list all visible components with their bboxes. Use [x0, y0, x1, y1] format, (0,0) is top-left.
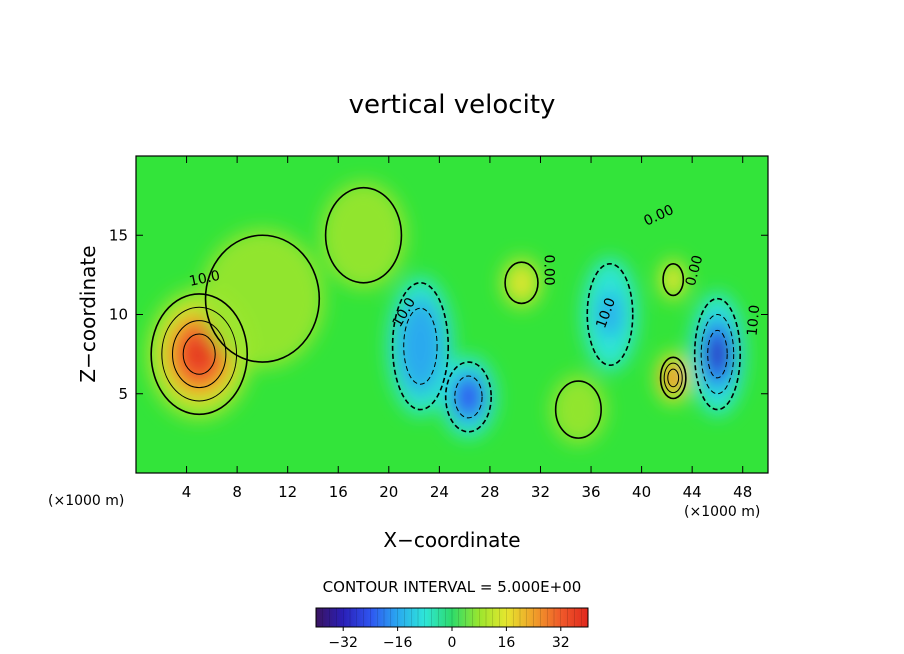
contour-line-8-0	[693, 297, 741, 411]
x-tick-label: 28	[480, 483, 499, 501]
x-tick-label: 24	[430, 483, 449, 501]
x-tick-label: 32	[531, 483, 550, 501]
colorbar: −32 −16 0 16 32	[315, 607, 589, 651]
field-blob-0	[187, 339, 212, 370]
contour-line-0-3	[182, 333, 216, 375]
contour-interval-text: CONTOUR INTERVAL = 5.000E+00	[323, 578, 582, 596]
contour-line-6-1	[663, 362, 683, 394]
x-tick-label: 8	[232, 483, 242, 501]
x-tick-label: 4	[182, 483, 192, 501]
x-axis-ticks: 4 8 12 16 20 24 28 32 36 40 44 48	[182, 156, 752, 501]
colorbar-tick-label: −16	[383, 635, 413, 651]
x-tick-label: 36	[581, 483, 600, 501]
contour-line-8-1	[700, 314, 735, 395]
colorbar-tick-label: −32	[328, 635, 358, 651]
field-blob-2	[406, 318, 435, 374]
x-tick-label: 20	[379, 483, 398, 501]
x-tick-label: 48	[733, 483, 752, 501]
field-blob-1	[200, 228, 325, 369]
contour-line-1-0	[204, 234, 321, 363]
contour-label: 10.0	[745, 304, 764, 336]
contour-label: 10.0	[188, 268, 222, 290]
field-blob-7	[663, 265, 684, 294]
colorbar-tick-label: 32	[552, 635, 570, 651]
contour-line-4-0	[504, 261, 539, 305]
field-blob-4	[508, 266, 535, 300]
x-tick-label: 40	[632, 483, 651, 501]
y-tick-label: 10	[109, 306, 128, 324]
x-tick-label: 12	[278, 483, 297, 501]
contour-line-2-1	[403, 307, 438, 385]
colorbar-tick-label: 0	[448, 635, 457, 651]
contour-line-6-0	[659, 356, 687, 400]
z-unit-label: (×1000 m)	[684, 504, 760, 520]
x-tick-label: 44	[683, 483, 702, 501]
contour-line-3-0	[444, 361, 492, 433]
contour-line-6-2	[667, 368, 680, 388]
y-tick-label: 15	[109, 226, 128, 244]
y-axis-ticks: 5 10 15	[109, 226, 768, 403]
contour-line-9-0	[554, 380, 602, 439]
x-tick-label: 16	[329, 483, 348, 501]
y-tick-label: 5	[118, 385, 128, 403]
colorbar-tick-label: 16	[497, 635, 515, 651]
x-axis-label: X−coordinate	[383, 528, 520, 552]
field-blob-5	[597, 291, 623, 338]
contour-line-8-2	[707, 329, 728, 379]
colorbar-fill	[316, 608, 588, 627]
chart-title: vertical velocity	[349, 90, 556, 120]
y-axis-label: Z−coordinate	[76, 245, 100, 382]
field-blob-9	[550, 374, 607, 445]
field-blob-6	[665, 367, 681, 389]
contour-line-0-1	[161, 306, 238, 402]
contour-line-0-0	[150, 293, 249, 416]
contour-line-10-0	[324, 186, 403, 284]
contour-line-0-2	[172, 320, 227, 389]
x-unit-label: (×1000 m)	[48, 493, 124, 509]
contour-line-3-1	[454, 375, 483, 419]
contour-label: 0.00	[683, 254, 707, 288]
contour-label: 0.00	[540, 255, 556, 286]
field-blob-10	[320, 181, 407, 290]
field-blob-3	[458, 383, 479, 411]
field-blob-8	[707, 336, 728, 372]
contour-line-7-0	[662, 262, 685, 297]
velocity-field	[136, 156, 768, 473]
contour-line-5-0	[586, 262, 634, 367]
contour-line-2-0	[391, 282, 450, 411]
